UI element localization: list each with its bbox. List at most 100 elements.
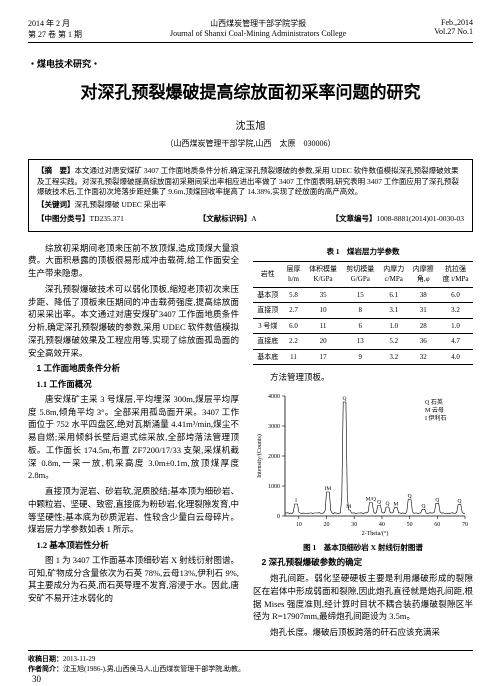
svg-text:30: 30 <box>351 522 357 528</box>
heading-12: 1.2 基本顶岩性分析 <box>28 539 239 552</box>
table-header: 岩性 <box>253 261 283 287</box>
p11-2: 直接顶为泥岩、砂岩软,泥质胶结;基本顶为细砂岩、中颗粒岩、坚硬、致密,直接底为粉… <box>28 485 239 536</box>
table-cell: 13 <box>342 334 379 350</box>
svg-text:1000: 1000 <box>268 484 280 490</box>
page-header: 2014 年 2 月 第 27 卷 第 1 期 山西煤炭管理干部学院学报 Jou… <box>28 18 473 43</box>
svg-text:M: M <box>393 502 398 508</box>
page-number: 30 <box>32 674 41 684</box>
left-column: 综放初采期间老顶来压前不放顶煤,造成顶煤大量浪费。大面积悬露的顶板很易形成冲击载… <box>28 242 239 642</box>
table1-title: 表 1 煤岩层力学参数 <box>253 246 473 257</box>
abstract-text: 本文通过对唐安煤矿 3407 工作面地质条件分析,确定深孔预裂爆破的参数,采用 … <box>37 166 459 196</box>
table-cell: 32 <box>408 349 438 365</box>
table-cell: 9 <box>342 349 379 365</box>
table-cell: 17 <box>304 349 341 365</box>
right-p1: 方法管理顶板。 <box>253 371 473 384</box>
received-label: 收稿日期： <box>28 655 63 663</box>
doc-code-label: 【文献标识码】 <box>199 214 252 223</box>
table-row: 3 号煤6.01161.0281.0 <box>253 318 473 334</box>
header-date-en: Feb.,2014 <box>434 18 473 27</box>
svg-text:40: 40 <box>379 522 385 528</box>
table-cell: 38 <box>408 287 438 303</box>
chart-title: 图 1 基本顶细砂岩 X 射线衍射图谱 <box>253 542 473 553</box>
header-vol-cn: 第 27 卷 第 1 期 <box>28 29 82 40</box>
svg-text:10: 10 <box>296 522 302 528</box>
article-no: 1008-8881(2014)01-0030-03 <box>376 214 464 223</box>
table-cell: 3.2 <box>438 303 473 319</box>
article-no-label: 【文章编号】 <box>331 214 376 223</box>
section-label: ・煤电技术研究・ <box>28 57 473 70</box>
author-info: 沈玉旭(1986-),男,山西侯马人,山西煤炭管理干部学院,助教。 <box>63 665 245 673</box>
table-cell: 6.0 <box>283 318 305 334</box>
intro-p2: 深孔预裂爆破技术可以弱化顶板,缩短老顶初次来压步距、降低了顶板来压期间的冲击载荷… <box>28 283 239 360</box>
journal-en: Journal of Shanxi Coal-Mining Administra… <box>82 29 434 38</box>
footer: 收稿日期：2013-11-29 作者简介：沈玉旭(1986-),男,山西侯马人,… <box>28 650 473 674</box>
table-row: 基本顶5.835156.1386.0 <box>253 287 473 303</box>
table-cell: 20 <box>304 334 341 350</box>
heading-1: 1 工作面地质条件分析 <box>28 362 239 375</box>
table-cell: 35 <box>304 287 341 303</box>
received-date: 2013-11-29 <box>63 655 95 663</box>
table-cell: 10 <box>304 303 341 319</box>
table-cell: 4.0 <box>438 349 473 365</box>
class-val: TD235.371 <box>90 214 124 223</box>
table-cell: 2.7 <box>283 303 305 319</box>
svg-text:60: 60 <box>434 522 440 528</box>
table-cell: 1.0 <box>379 318 409 334</box>
journal-cn: 山西煤炭管理干部学院学报 <box>82 18 434 29</box>
intro-p1: 综放初采期间老顶来压前不放顶煤,造成顶煤大量浪费。大面积悬露的顶板很易形成冲击载… <box>28 242 239 280</box>
svg-text:Q: Q <box>343 396 347 402</box>
table-cell: 基本顶 <box>253 287 283 303</box>
abstract-label: 【摘 要】 <box>37 166 75 175</box>
svg-text:M 云母: M 云母 <box>425 407 444 414</box>
svg-text:I: I <box>295 498 297 504</box>
table-header: 体积模量K/GPa <box>304 261 341 287</box>
table-row: 基本底111793.2324.0 <box>253 349 473 365</box>
svg-text:3000: 3000 <box>268 424 280 430</box>
table-cell: 5.8 <box>283 287 305 303</box>
table-cell: 11 <box>304 318 341 334</box>
table-cell: 8 <box>342 303 379 319</box>
table-cell: 5.2 <box>379 334 409 350</box>
author: 沈玉旭 <box>28 117 473 132</box>
abstract-box: 【摘 要】本文通过对唐安煤矿 3407 工作面地质条件分析,确定深孔预裂爆破的参… <box>28 159 473 232</box>
heading-11: 1.1 工作面概况 <box>28 378 239 391</box>
class-label: 【中图分类号】 <box>37 214 90 223</box>
svg-text:50: 50 <box>407 522 413 528</box>
table-header: 层厚h/m <box>283 261 305 287</box>
table-cell: 2.2 <box>283 334 305 350</box>
right-column: 表 1 煤岩层力学参数 岩性层厚h/m体积模量K/GPa剪切模量G/GPa内摩力… <box>253 242 473 642</box>
svg-text:M/Q: M/Q <box>366 497 376 503</box>
p2-2: 炮孔长度。爆破后顶板跨落的矸石应该充满采 <box>253 626 473 639</box>
table-cell: 28 <box>408 318 438 334</box>
p2-1: 炮孔间距。弱化坚硬硬板主要是利用爆破形成的裂隙区在岩体中形成弱面和裂隙,因此炮孔… <box>253 572 473 623</box>
table-header: 内摩力c/MPa <box>379 261 409 287</box>
table-header: 抗拉强度 t/MPa <box>438 261 473 287</box>
keywords: 深孔预裂爆破 UDEC 采出率 <box>75 200 167 209</box>
svg-text:20: 20 <box>324 522 330 528</box>
svg-text:Q: Q <box>457 499 461 505</box>
table-row: 直接底2.220135.2364.7 <box>253 334 473 350</box>
heading-2: 2 深孔预裂爆破参数的确定 <box>253 556 473 569</box>
author-info-label: 作者简介： <box>28 665 63 673</box>
header-date-cn: 2014 年 2 月 <box>28 18 82 29</box>
table-cell: 6.1 <box>379 287 409 303</box>
svg-text:IM: IM <box>325 486 332 492</box>
svg-text:Q 石英: Q 石英 <box>425 398 443 406</box>
header-vol-en: Vol.27 No.1 <box>434 27 473 36</box>
table-cell: 36 <box>408 334 438 350</box>
svg-text:I 伊利石: I 伊利石 <box>425 414 447 422</box>
svg-text:70: 70 <box>462 522 468 528</box>
affiliation: （山西煤炭管理干部学院,山西 太原 030006） <box>28 138 473 149</box>
p11-1: 唐安煤矿主采 3 号煤层,平均埋深 300m,煤层平均厚度 5.8m,倾角平均 … <box>28 393 239 482</box>
svg-text:Intensity/(Counts): Intensity/(Counts) <box>256 434 263 478</box>
table-cell: 11 <box>283 349 305 365</box>
svg-text:M: M <box>346 504 351 510</box>
table-cell: 3 号煤 <box>253 318 283 334</box>
table-cell: 15 <box>342 287 379 303</box>
svg-text:0: 0 <box>277 514 280 520</box>
article-title: 对深孔预裂爆破提高综放面初采率问题的研究 <box>28 78 473 103</box>
svg-text:Q: Q <box>435 497 439 503</box>
table-cell: 基本底 <box>253 349 283 365</box>
table-cell: 直接顶 <box>253 303 283 319</box>
table-cell: 31 <box>408 303 438 319</box>
